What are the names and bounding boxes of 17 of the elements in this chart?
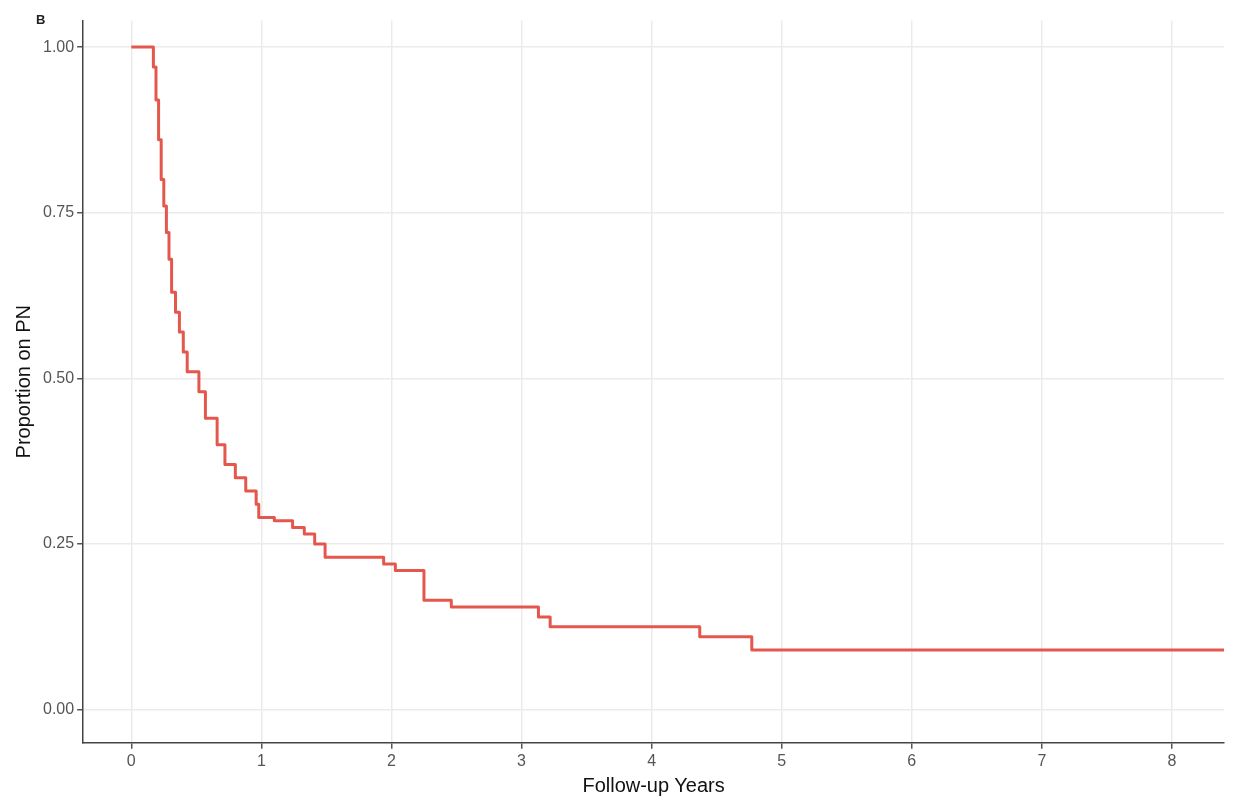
y-tick-label: 0.75 [43, 203, 75, 221]
x-tick-label: 7 [1037, 751, 1047, 769]
y-tick-label: 1.00 [43, 37, 75, 55]
y-axis-title: Proportion on PN [11, 304, 34, 459]
x-tick-label: 5 [777, 751, 787, 769]
text: B [36, 12, 46, 28]
x-tick-label: 0 [126, 751, 136, 769]
x-tick-label: 1 [256, 751, 266, 769]
x-tick-label: 4 [647, 751, 657, 769]
y-tick-label: 0.25 [43, 534, 75, 552]
x-tick-label: 8 [1167, 751, 1177, 769]
x-tick-label: 3 [517, 751, 527, 769]
x-axis-title: Follow-up Years [582, 773, 725, 796]
y-tick-label: 0.50 [43, 368, 75, 386]
x-tick-label: 2 [386, 751, 396, 769]
y-tick-label: 0.00 [43, 700, 75, 718]
x-tick-label: 6 [907, 751, 917, 769]
